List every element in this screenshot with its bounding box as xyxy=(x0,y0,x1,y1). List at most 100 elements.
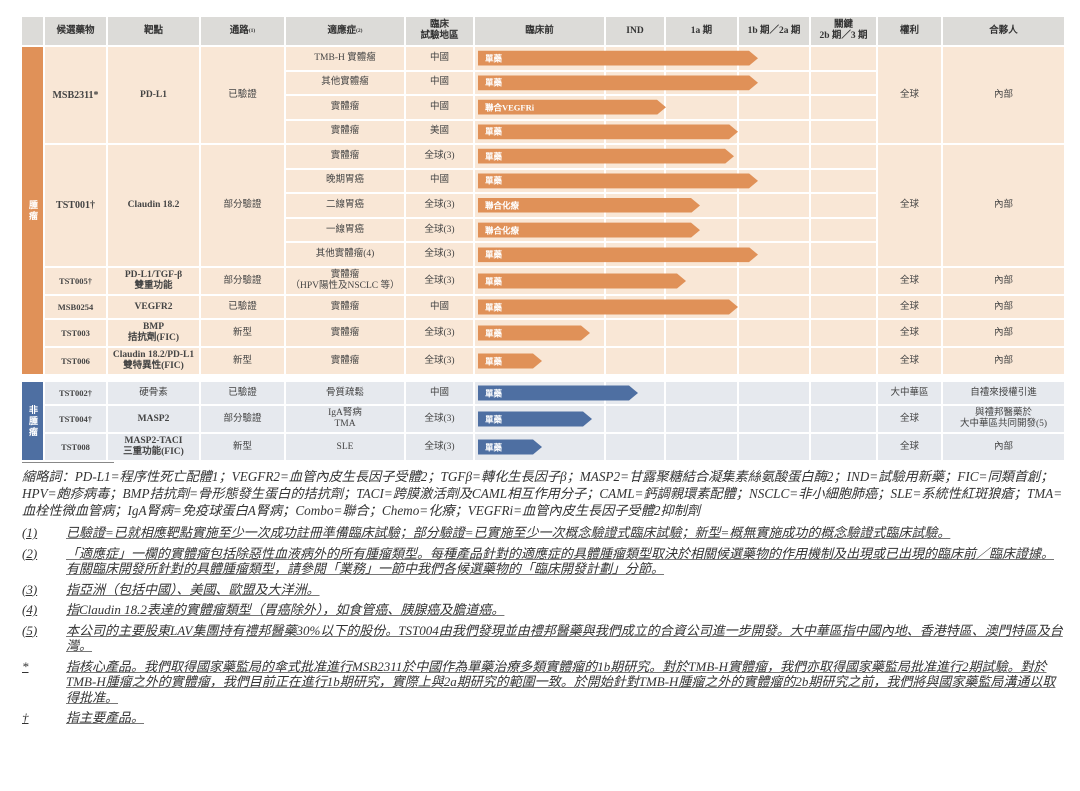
footnote: (1) 已驗證=已就相應靶點實施至少一次成功註冊準備臨床試驗；部分驗證=已實施至少… xyxy=(22,525,1064,541)
rights: 全球 xyxy=(878,145,943,268)
group-label: 腫瘤 xyxy=(22,47,45,376)
trial-region: 全球(3) xyxy=(406,194,475,219)
phase-track: 聯合化療 xyxy=(475,194,878,219)
phase-track: 單藥 xyxy=(475,320,878,348)
header-partner: 合夥人 xyxy=(943,17,1064,47)
group-oncology: 腫瘤 MSB2311* PD-L1 已驗證 TMB-H 實體瘤 中國 單藥 其他實體瘤 中國 單藥… xyxy=(22,47,1064,376)
indication: IgA腎病 TMA xyxy=(286,406,406,434)
phase-cell xyxy=(666,320,739,348)
phase-cell xyxy=(739,296,811,320)
header-preclinical: 臨床前 xyxy=(475,17,606,47)
phase-cell xyxy=(666,406,739,434)
progress-bar: 單藥 xyxy=(478,124,738,139)
indication-row: 二線胃癌 全球(3) 聯合化療 xyxy=(286,194,878,219)
phase-cell xyxy=(606,406,666,434)
rights: 全球 xyxy=(878,296,943,320)
candidate-row: TST004† MASP2 部分驗證 IgA腎病 TMA 全球(3) 單藥 全球 與禮邦醫藥於… xyxy=(45,406,1064,434)
indication-row: 實體瘤 全球(3) 單藥 xyxy=(286,145,878,170)
phase-cell xyxy=(811,382,878,406)
trial-region: 全球(3) xyxy=(406,243,475,268)
indication-row: 實體瘤 中國 單藥 xyxy=(286,296,878,320)
phase-cell xyxy=(606,434,666,462)
rights: 大中華區 xyxy=(878,382,943,406)
trial-region: 全球(3) xyxy=(406,434,475,462)
progress-bar: 單藥 xyxy=(478,51,758,66)
phase-cell xyxy=(811,268,878,296)
phase-cell xyxy=(739,145,811,170)
pipeline-table: 候選藥物 靶點 通路 (1) 適應症 (2) 臨床 試驗地區 臨床前 IND 1a … xyxy=(22,17,1064,462)
footnote-marker: † xyxy=(22,710,29,725)
phase-cell xyxy=(811,406,878,434)
footnote-text: 已驗證=已就相應靶點實施至少一次成功註冊準備臨床試驗；部分驗證=已實施至少一次概… xyxy=(66,525,951,540)
indication-row: IgA腎病 TMA 全球(3) 單藥 xyxy=(286,406,878,434)
trial-region: 中國 xyxy=(406,382,475,406)
indication: 實體瘤 xyxy=(286,296,406,320)
target: Claudin 18.2/PD-L1 雙特異性(FIC) xyxy=(108,348,201,376)
indication: 一線胃癌 xyxy=(286,218,406,244)
indication-row: 一線胃癌 全球(3) 聯合化療 xyxy=(286,218,878,244)
header-side xyxy=(22,17,45,47)
phase-track: 單藥 xyxy=(475,71,878,96)
pathway: 新型 xyxy=(201,320,286,348)
footnote-text: 「適應症」一欄的實體瘤包括除惡性血液病外的所有腫瘤類型。每種產品針對的適應症的具… xyxy=(66,545,1055,577)
pathway: 已驗證 xyxy=(201,47,286,145)
indication: 實體瘤 xyxy=(286,348,406,376)
pathway: 部分驗證 xyxy=(201,406,286,434)
phase-cell xyxy=(811,169,878,195)
phase-cell xyxy=(811,194,878,219)
group-label: 非腫瘤 xyxy=(22,382,45,462)
footnote: † 指主要產品。 xyxy=(22,710,1064,726)
rights: 全球 xyxy=(878,348,943,376)
rights: 全球 xyxy=(878,406,943,434)
trial-region: 中國 xyxy=(406,71,475,96)
pathway: 新型 xyxy=(201,434,286,462)
progress-bar: 單藥 xyxy=(478,75,758,90)
header-candidate: 候選藥物 xyxy=(45,17,108,47)
indication-row: 其他實體瘤 中國 單藥 xyxy=(286,71,878,96)
partner: 自禮來授權引進 xyxy=(943,382,1064,406)
header-indication: 適應症 (2) xyxy=(286,17,406,47)
candidate-name: TST004† xyxy=(45,406,108,434)
indication-row: 實體瘤 全球(3) 單藥 xyxy=(286,348,878,376)
candidate-name: TST008 xyxy=(45,434,108,462)
footnote-text: 指主要產品。 xyxy=(66,710,145,725)
phase-cell xyxy=(666,434,739,462)
phase-cell xyxy=(811,296,878,320)
indication-row: 實體瘤 美國 單藥 xyxy=(286,120,878,145)
phase-track: 單藥 xyxy=(475,434,878,462)
trial-region: 全球(3) xyxy=(406,218,475,244)
candidate-row: TST005† PD-L1/TGF-β 雙重功能 部分驗證 實體瘤 （HPV陽性及NS… xyxy=(45,268,1064,296)
footnote: (5) 本公司的主要股東LAV集團持有禮邦醫藥30%以下的股份。TST004由我們… xyxy=(22,623,1064,654)
partner: 內部 xyxy=(943,348,1064,376)
trial-region: 中國 xyxy=(406,47,475,72)
rights: 全球 xyxy=(878,268,943,296)
trial-region: 中國 xyxy=(406,169,475,195)
candidate-row: MSB0254 VEGFR2 已驗證 實體瘤 中國 單藥 全球 內部 xyxy=(45,296,1064,320)
trial-region: 全球(3) xyxy=(406,145,475,170)
indication-row: 實體瘤 （HPV陽性及NSCLC 等） 全球(3) 單藥 xyxy=(286,268,878,296)
trial-region: 全球(3) xyxy=(406,320,475,348)
footnote-marker: (5) xyxy=(22,622,38,638)
phase-cell xyxy=(666,348,739,376)
indication: 晚期胃癌 xyxy=(286,169,406,195)
phase-cell xyxy=(811,434,878,462)
candidate-row: TST002† 硬骨素 已驗證 骨質疏鬆 中國 單藥 大中華區 自禮來授權引進 xyxy=(45,382,1064,406)
progress-bar: 單藥 xyxy=(478,247,758,262)
phase-track: 單藥 xyxy=(475,145,878,170)
trial-region: 中國 xyxy=(406,96,475,121)
pathway: 部分驗證 xyxy=(201,268,286,296)
phase-cell xyxy=(811,120,878,145)
progress-bar: 單藥 xyxy=(478,386,638,401)
phase-cell xyxy=(811,145,878,170)
indication-row: 實體瘤 中國 聯合VEGFRi xyxy=(286,96,878,121)
progress-bar: 聯合化療 xyxy=(478,198,700,213)
candidate-name: MSB2311* xyxy=(45,47,108,145)
indication-row: 骨質疏鬆 中國 單藥 xyxy=(286,382,878,406)
footnote-text: 指亞洲（包括中國）、美國、歐盟及大洋洲。 xyxy=(66,581,320,597)
target: VEGFR2 xyxy=(108,296,201,320)
phase-cell xyxy=(739,382,811,406)
indication: 實體瘤 xyxy=(286,320,406,348)
candidate-row: TST008 MASP2-TACI 三重功能(FIC) 新型 SLE 全球(3) 單藥 全球… xyxy=(45,434,1064,462)
target: PD-L1 xyxy=(108,47,201,145)
pathway: 部分驗證 xyxy=(201,145,286,268)
